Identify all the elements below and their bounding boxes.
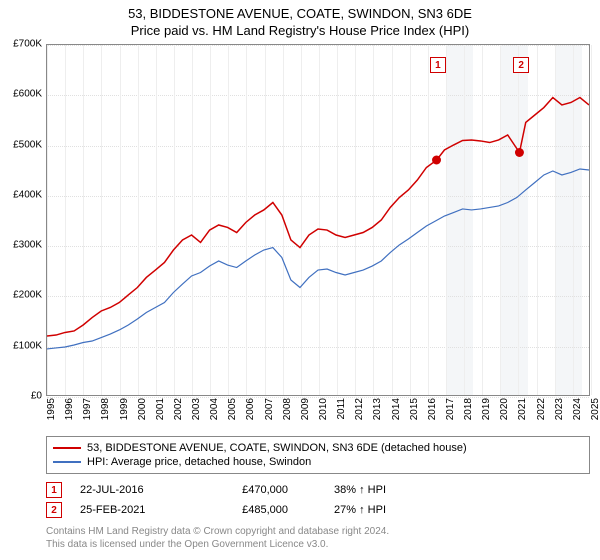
transaction-price: £485,000 bbox=[208, 504, 288, 516]
chart-container: 53, BIDDESTONE AVENUE, COATE, SWINDON, S… bbox=[0, 0, 600, 560]
y-axis: £0£100K£200K£300K£400K£500K£600K£700K bbox=[0, 44, 46, 396]
chart-plot-area: 12 bbox=[46, 44, 590, 396]
chart-lines bbox=[47, 45, 589, 395]
legend-swatch bbox=[53, 461, 81, 463]
chart-marker: 1 bbox=[430, 57, 446, 73]
legend-box: 53, BIDDESTONE AVENUE, COATE, SWINDON, S… bbox=[46, 436, 590, 474]
transactions-table: 1 22-JUL-2016 £470,000 38% ↑ HPI 2 25-FE… bbox=[46, 480, 590, 520]
legend-swatch bbox=[53, 447, 81, 449]
footer-line: This data is licensed under the Open Gov… bbox=[46, 539, 590, 552]
legend-item: HPI: Average price, detached house, Swin… bbox=[53, 455, 583, 469]
footer-line: Contains HM Land Registry data © Crown c… bbox=[46, 526, 590, 539]
transaction-date: 22-JUL-2016 bbox=[80, 484, 190, 496]
transaction-row: 2 25-FEB-2021 £485,000 27% ↑ HPI bbox=[46, 500, 590, 520]
transaction-date: 25-FEB-2021 bbox=[80, 504, 190, 516]
legend-label: HPI: Average price, detached house, Swin… bbox=[87, 456, 311, 468]
transaction-pct: 27% ↑ HPI bbox=[306, 504, 386, 516]
legend-item: 53, BIDDESTONE AVENUE, COATE, SWINDON, S… bbox=[53, 441, 583, 455]
transaction-price: £470,000 bbox=[208, 484, 288, 496]
transaction-marker: 2 bbox=[46, 502, 62, 518]
chart-marker: 2 bbox=[513, 57, 529, 73]
x-axis: 1995199619971998199920002001200220032004… bbox=[46, 396, 590, 432]
legend-label: 53, BIDDESTONE AVENUE, COATE, SWINDON, S… bbox=[87, 442, 467, 454]
transaction-pct: 38% ↑ HPI bbox=[306, 484, 386, 496]
transaction-marker: 1 bbox=[46, 482, 62, 498]
chart-title: 53, BIDDESTONE AVENUE, COATE, SWINDON, S… bbox=[0, 6, 600, 21]
footer-note: Contains HM Land Registry data © Crown c… bbox=[46, 526, 590, 551]
transaction-row: 1 22-JUL-2016 £470,000 38% ↑ HPI bbox=[46, 480, 590, 500]
title-block: 53, BIDDESTONE AVENUE, COATE, SWINDON, S… bbox=[0, 0, 600, 40]
chart-subtitle: Price paid vs. HM Land Registry's House … bbox=[0, 23, 600, 38]
